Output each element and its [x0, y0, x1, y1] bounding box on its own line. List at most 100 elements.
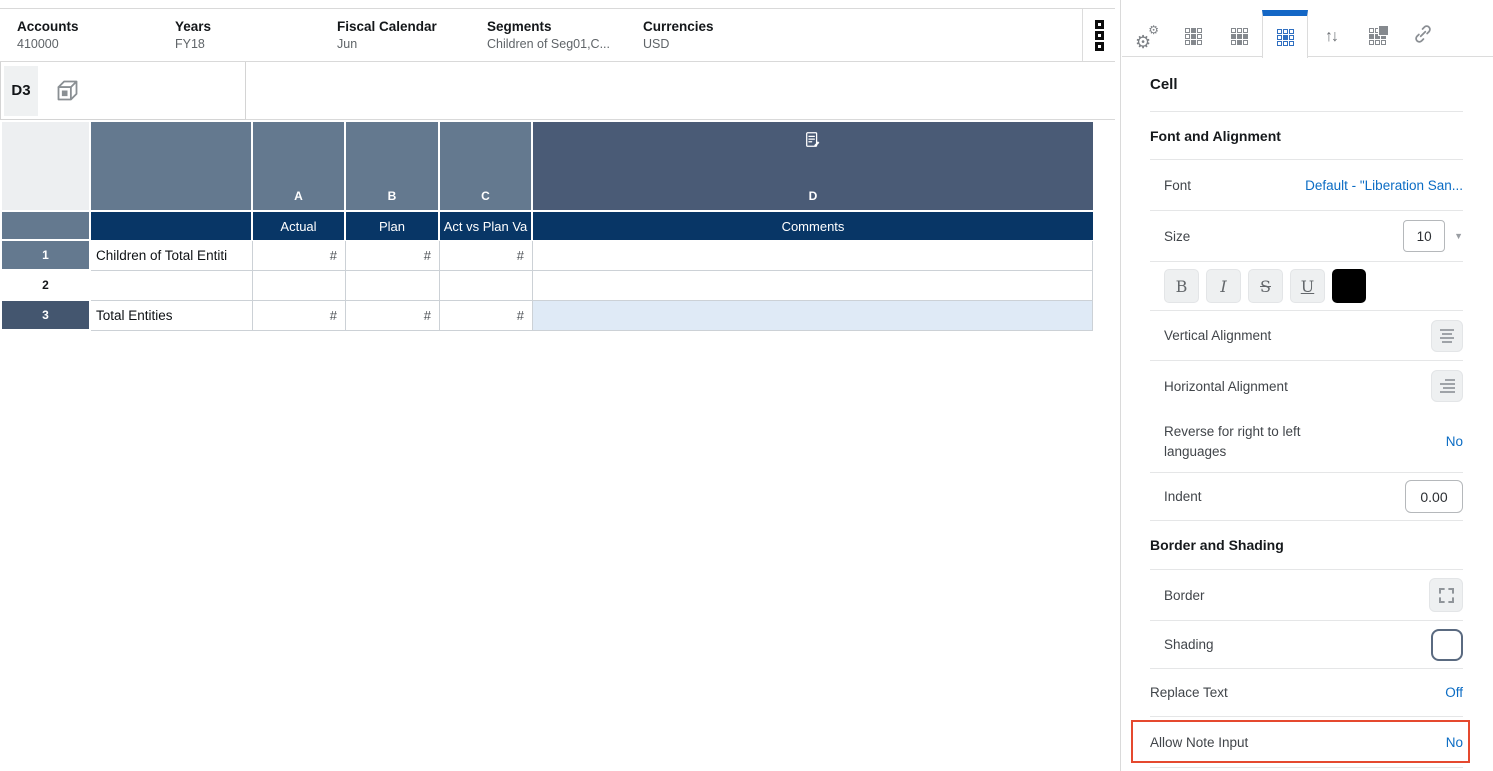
tab-cell-properties[interactable]	[1262, 10, 1308, 58]
pov-fiscal-calendar[interactable]: Fiscal Calendar Jun	[337, 19, 487, 51]
font-color-swatch[interactable]	[1332, 269, 1366, 303]
horizontal-alignment-row: Horizontal Alignment	[1150, 361, 1463, 411]
column-header-b[interactable]: B	[346, 122, 440, 212]
cell-d2[interactable]	[533, 271, 1093, 301]
divider	[1150, 261, 1463, 262]
allow-note-input-label: Allow Note Input	[1150, 734, 1249, 750]
cell-reference: D3	[4, 65, 38, 116]
cell-b2[interactable]	[346, 271, 440, 301]
align-right-icon	[1439, 379, 1455, 393]
allow-note-input-value-link[interactable]: No	[1445, 734, 1463, 750]
column-header-d-selected[interactable]: D	[533, 122, 1093, 212]
tab-sort[interactable]: ↑↓	[1308, 10, 1354, 57]
header-cell-plan[interactable]: Plan	[346, 212, 440, 241]
indent-input[interactable]	[1405, 480, 1463, 513]
border-button[interactable]	[1429, 578, 1463, 612]
shading-label: Shading	[1164, 637, 1214, 652]
cell-a3[interactable]: #	[253, 301, 346, 331]
divider	[1150, 767, 1463, 768]
divider	[1150, 159, 1463, 160]
font-label: Font	[1164, 177, 1192, 193]
pov-fiscal-calendar-value[interactable]: Jun	[337, 37, 358, 51]
italic-button[interactable]: I	[1206, 269, 1241, 303]
size-row: Size ▼	[1150, 211, 1463, 261]
pov-menu-button[interactable]	[1082, 9, 1115, 61]
panel-divider	[1120, 0, 1121, 771]
pov-years[interactable]: Years FY18	[175, 19, 337, 51]
vertical-alignment-row: Vertical Alignment	[1150, 311, 1463, 360]
column-letter-a: A	[294, 189, 303, 203]
divider	[1150, 472, 1463, 473]
cell-d1[interactable]	[533, 241, 1093, 271]
row-header-1[interactable]: 1	[2, 241, 91, 271]
header-cell-actual[interactable]: Actual	[253, 212, 346, 241]
tab-row-properties[interactable]	[1216, 10, 1262, 57]
dashed-border-icon	[1438, 587, 1454, 603]
properties-panel: ⚙ ⚙ ↑↓	[1122, 0, 1493, 771]
divider	[1150, 520, 1463, 521]
tab-drill-content[interactable]	[1400, 10, 1446, 57]
cell-a2[interactable]	[253, 271, 346, 301]
cell-b1[interactable]: #	[346, 241, 440, 271]
cell-label-3[interactable]: Total Entities	[91, 301, 253, 331]
row-header-3-selected[interactable]: 3	[2, 301, 91, 331]
underline-button[interactable]: U	[1290, 269, 1325, 303]
pov-accounts[interactable]: Accounts 410000	[17, 19, 175, 51]
column-header-c[interactable]: C	[440, 122, 533, 212]
size-input[interactable]	[1403, 220, 1446, 252]
pov-accounts-value[interactable]: 410000	[17, 37, 59, 51]
vertical-alignment-button[interactable]	[1431, 319, 1463, 352]
row-label-column-header[interactable]	[91, 122, 253, 212]
cell-c1[interactable]: #	[440, 241, 533, 271]
cell-c3[interactable]: #	[440, 301, 533, 331]
column-letter-b: B	[387, 189, 397, 203]
column-header-a[interactable]: A	[253, 122, 346, 212]
pov-currencies[interactable]: Currencies USD	[643, 19, 714, 51]
tab-conditional-format[interactable]	[1354, 10, 1400, 57]
tab-grid-settings[interactable]: ⚙ ⚙	[1124, 10, 1170, 57]
report-grid: A B C D Actual Plan Act vs Plan Va Comme…	[2, 122, 1093, 331]
cube-icon[interactable]	[54, 77, 81, 104]
pov-segments[interactable]: Segments Children of Seg01,C...	[487, 19, 643, 51]
rtl-value-link[interactable]: No	[1445, 434, 1463, 449]
header-cell-comments[interactable]: Comments	[533, 212, 1093, 241]
cell-d3-selected[interactable]	[533, 301, 1093, 331]
pov-segments-label: Segments	[487, 19, 552, 34]
shading-row: Shading	[1150, 621, 1463, 668]
column-letter-c: C	[481, 189, 490, 203]
header-cell-act-vs-plan[interactable]: Act vs Plan Va	[440, 212, 533, 241]
header-row-label-cell[interactable]	[91, 212, 253, 241]
divider	[1150, 620, 1463, 621]
column-letter-d: D	[808, 189, 818, 203]
horizontal-alignment-button[interactable]	[1431, 370, 1463, 402]
grid-corner-cell[interactable]	[2, 122, 91, 212]
shading-color-swatch[interactable]	[1431, 628, 1463, 661]
header-row-number-cell[interactable]	[2, 212, 91, 241]
grid-format-icon	[1368, 25, 1389, 45]
cell-a1[interactable]: #	[253, 241, 346, 271]
border-row: Border	[1150, 570, 1463, 620]
size-dropdown-icon[interactable]: ▼	[1454, 231, 1463, 241]
pov-bar: Accounts 410000 Years FY18 Fiscal Calend…	[0, 8, 1115, 62]
cell-c2[interactable]	[440, 271, 533, 301]
formula-bar: D3	[0, 62, 1115, 120]
font-value-link[interactable]: Default - "Liberation San...	[1305, 177, 1463, 193]
divider	[1150, 716, 1463, 717]
divider	[1150, 360, 1463, 361]
cell-b3[interactable]: #	[346, 301, 440, 331]
panel-tab-bar: ⚙ ⚙ ↑↓	[1122, 10, 1493, 58]
pov-currencies-value[interactable]: USD	[643, 37, 670, 51]
link-icon	[1412, 23, 1434, 50]
bold-button[interactable]: B	[1164, 269, 1199, 303]
pov-years-value[interactable]: FY18	[175, 37, 205, 51]
cell-label-1[interactable]: Children of Total Entiti	[91, 241, 253, 271]
strikethrough-button[interactable]: S	[1248, 269, 1283, 303]
tab-column-properties[interactable]	[1170, 10, 1216, 57]
section-font-alignment: Font and Alignment	[1150, 127, 1281, 144]
row-header-2[interactable]: 2	[2, 271, 91, 301]
cell-label-2[interactable]	[91, 271, 253, 301]
replace-text-value-link[interactable]: Off	[1445, 685, 1463, 700]
pov-segments-value[interactable]: Children of Seg01,C...	[487, 37, 610, 51]
font-style-row: B I S U	[1150, 262, 1463, 310]
